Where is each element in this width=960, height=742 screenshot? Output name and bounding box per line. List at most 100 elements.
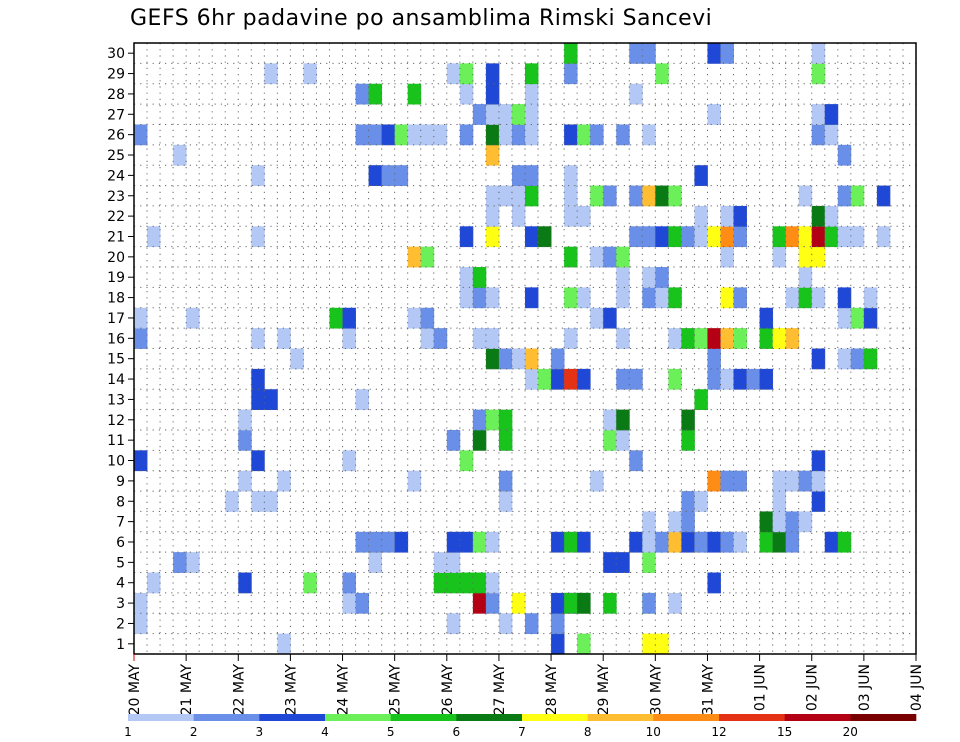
heatmap-cell [824, 531, 839, 553]
legend-label: 7 [518, 725, 526, 739]
heatmap-cell [564, 328, 578, 349]
heatmap-cell [707, 572, 721, 594]
heatmap-cell [733, 531, 747, 553]
legend-swatch [784, 714, 851, 721]
chart-title: GEFS 6hr padavine po ansamblima Rimski S… [130, 6, 713, 31]
heatmap-cell [642, 267, 656, 288]
heatmap-cell [251, 491, 265, 512]
x-tick-label: 21 MAY [179, 664, 195, 716]
y-tick-label: 30 [107, 46, 125, 62]
heatmap-cell [134, 613, 148, 635]
heatmap-cell [511, 348, 526, 370]
heatmap-cell [681, 531, 695, 553]
heatmap-cell [811, 348, 826, 370]
heatmap-cell [720, 368, 734, 390]
heatmap-cell [811, 63, 826, 85]
grid-lines [134, 42, 916, 654]
heatmap-cell [459, 450, 474, 472]
heatmap-cell [720, 205, 734, 227]
y-tick-label: 4 [116, 576, 125, 592]
x-tick-label: 27 MAY [492, 664, 508, 716]
x-tick-label: 01 JUN [753, 664, 769, 711]
heatmap-cell [681, 226, 695, 248]
legend-label: 6 [452, 725, 460, 739]
heatmap-cell [720, 226, 734, 248]
heatmap-cell [707, 43, 721, 64]
heatmap-cell [459, 267, 474, 288]
heatmap-cell [525, 83, 539, 105]
heatmap-cell [564, 531, 578, 553]
heatmap-cell [707, 226, 721, 248]
y-tick-label: 3 [116, 596, 125, 612]
heatmap-cell [577, 287, 591, 309]
heatmap-cell [642, 287, 656, 309]
y-tick-label: 28 [107, 87, 125, 103]
heatmap-cell [616, 246, 630, 268]
heatmap-cell [511, 592, 526, 614]
heatmap-cell [485, 185, 500, 207]
heatmap-cell [538, 226, 552, 248]
heatmap-cell [863, 307, 878, 329]
heatmap-cell [525, 348, 539, 370]
legend-label: 4 [321, 725, 329, 739]
heatmap-cell [407, 124, 422, 146]
y-tick-label: 26 [107, 128, 125, 144]
heatmap-cell [720, 287, 734, 309]
heatmap-cell [472, 592, 487, 614]
heatmap-cell [564, 368, 578, 390]
heatmap-cell [381, 531, 396, 553]
heatmap-cell [642, 511, 656, 533]
heatmap-cell [485, 226, 500, 248]
heatmap-cell [707, 104, 721, 125]
heatmap-cell [238, 409, 252, 431]
heatmap-cell [863, 287, 878, 309]
heatmap-cell [525, 104, 539, 125]
heatmap-cell [655, 633, 669, 655]
heatmap-cell [225, 491, 239, 512]
heatmap-cell [564, 592, 578, 614]
heatmap-cell [446, 429, 461, 451]
legend-label: 20 [843, 725, 858, 739]
plot-frame [133, 42, 917, 655]
x-tick-label: 25 MAY [388, 664, 404, 716]
heatmap-cell [433, 328, 448, 349]
heatmap-cell [433, 552, 448, 573]
heatmap-cell [798, 267, 813, 288]
heatmap-cell [498, 491, 513, 512]
legend-swatch [193, 714, 260, 721]
heatmap-cell [551, 592, 565, 614]
heatmap-cell [616, 267, 630, 288]
x-tick-label: 30 MAY [648, 664, 664, 716]
heatmap-cell [837, 144, 852, 166]
heatmap-cell [655, 287, 669, 309]
heatmap-cell [668, 531, 682, 553]
heatmap-cell [824, 104, 839, 125]
legend-label: 8 [584, 725, 592, 739]
y-tick-label: 9 [116, 474, 125, 490]
heatmap-cell [577, 124, 591, 146]
legend-swatch [522, 714, 588, 721]
heatmap-cell [277, 470, 291, 492]
heatmap-cell [564, 205, 578, 227]
heatmap-cell [511, 165, 526, 186]
x-tick-label: 04 JUN [909, 664, 925, 711]
heatmap-cell [668, 226, 682, 248]
heatmap-cell [264, 491, 278, 512]
y-tick-label: 14 [107, 372, 125, 388]
legend-swatch [653, 714, 720, 721]
heatmap-cell [420, 246, 435, 268]
heatmap-cell [720, 43, 734, 64]
heatmap-cell [577, 368, 591, 390]
legend-swatch [456, 714, 523, 721]
x-tick-label: 26 MAY [440, 664, 456, 716]
heatmap-cell [811, 124, 826, 146]
heatmap-cell [173, 144, 187, 166]
heatmap-cell [551, 348, 565, 370]
heatmap-cell [290, 348, 304, 370]
heatmap-cell [525, 287, 539, 309]
heatmap-cell [876, 185, 891, 207]
legend-swatch [850, 714, 917, 721]
heatmap-cell [811, 491, 826, 512]
heatmap-cell [446, 531, 461, 553]
